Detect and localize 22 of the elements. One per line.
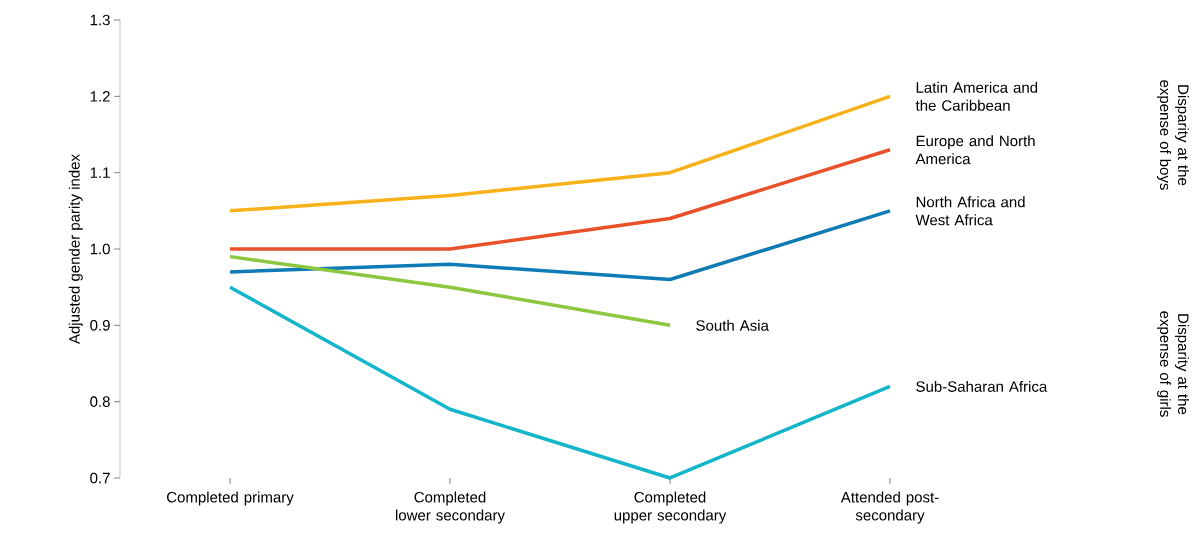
y-tick-label: 1.2 — [90, 91, 110, 102]
y-tick-label: 0.9 — [90, 320, 110, 331]
text: Disparity at the expense of girls — [1157, 311, 1189, 417]
x-tick-label: Completed primary — [167, 491, 294, 506]
series-label: North Africa and West Africa — [915, 196, 1025, 226]
y-tick-label: 1.3 — [90, 14, 110, 26]
x-tick-label: Completed lower secondary — [395, 491, 505, 524]
series-label: Sub-Saharan Africa — [916, 380, 1048, 392]
text: Disparity at the expense of boys — [1157, 80, 1189, 190]
series-label: Latin America and the Caribbean — [915, 81, 1038, 111]
y-tick-label: 1.0 — [90, 243, 110, 255]
y-tick-label: 0.8 — [90, 396, 110, 407]
series-label: Europe and North America — [915, 135, 1035, 165]
y-tick-label: 0.7 — [90, 472, 110, 484]
line-series — [228, 285, 892, 480]
x-tick-label: Attended post-secondary — [840, 491, 939, 524]
line-series — [228, 94, 892, 213]
y-axis-title: Adjusted gender parity index — [68, 154, 83, 345]
y-tick-label: 1.1 — [90, 167, 110, 178]
series-label: South Asia — [696, 319, 769, 331]
x-tick-label: Completed upper secondary — [614, 491, 727, 524]
line-series — [228, 209, 892, 282]
